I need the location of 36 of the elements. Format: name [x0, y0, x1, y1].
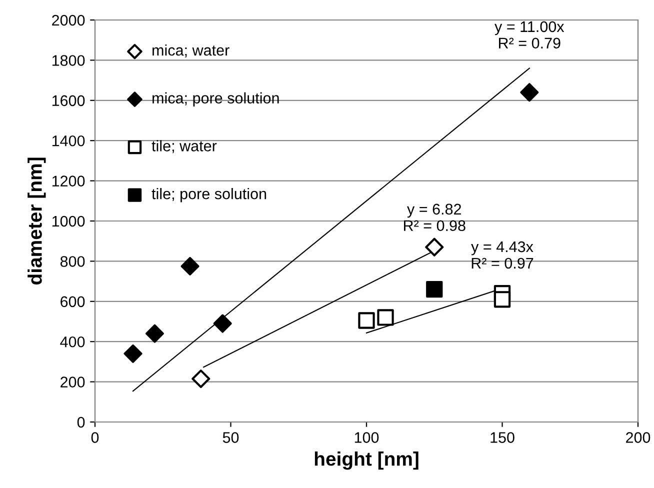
- point: [358, 312, 375, 329]
- annotation: y = 4.43x R² = 0.97: [471, 241, 534, 269]
- point: [180, 256, 200, 276]
- point: [377, 309, 394, 326]
- y-tick-label: 1400: [52, 135, 85, 146]
- point: [520, 83, 539, 102]
- x-tick-label: 150: [490, 432, 514, 443]
- point: [192, 370, 210, 388]
- x-tick-label: 50: [222, 432, 239, 443]
- point: [426, 281, 443, 298]
- y-tick-label: 2000: [52, 14, 85, 26]
- y-tick-label: 600: [60, 296, 85, 308]
- point: [124, 344, 142, 363]
- point: [145, 324, 164, 343]
- y-tick-label: 0: [77, 416, 85, 428]
- point: [213, 314, 232, 333]
- point: [494, 291, 511, 308]
- x-tick-label: 100: [354, 432, 379, 443]
- y-tick-label: 1600: [52, 95, 85, 106]
- y-axis-title: diameter [nm]: [28, 158, 46, 284]
- y-tick-label: 1200: [52, 176, 85, 186]
- annotation: y = 11.00x R² = 0.79: [494, 21, 564, 49]
- x-axis-title: height [nm]: [314, 452, 418, 470]
- y-tick-label: 1000: [52, 216, 85, 227]
- legend-label: tile; pore solution: [152, 188, 266, 202]
- x-tick-label: 0: [91, 432, 99, 443]
- legend-label: tile; water: [152, 140, 217, 154]
- point: [425, 238, 444, 256]
- y-tick-label: 800: [60, 256, 85, 267]
- y-tick-label: 400: [60, 336, 85, 348]
- x-tick-label: 200: [626, 432, 650, 443]
- y-tick-label: 200: [60, 376, 85, 388]
- y-tick-label: 1800: [52, 55, 85, 66]
- legend-label: mica; pore solution: [152, 92, 279, 107]
- legend-label: mica; water: [152, 44, 230, 58]
- annotation: y = 6.82 R² = 0.98: [404, 204, 466, 232]
